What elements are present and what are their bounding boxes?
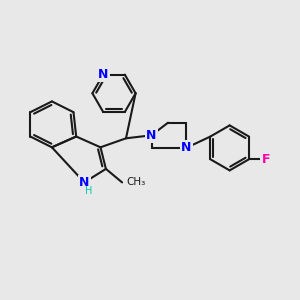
Text: CH₃: CH₃ <box>127 177 146 188</box>
Text: N: N <box>181 141 191 154</box>
Text: N: N <box>146 129 157 142</box>
Text: N: N <box>79 176 89 189</box>
Text: H: H <box>85 186 92 197</box>
Text: F: F <box>261 153 270 166</box>
Text: N: N <box>98 68 108 81</box>
